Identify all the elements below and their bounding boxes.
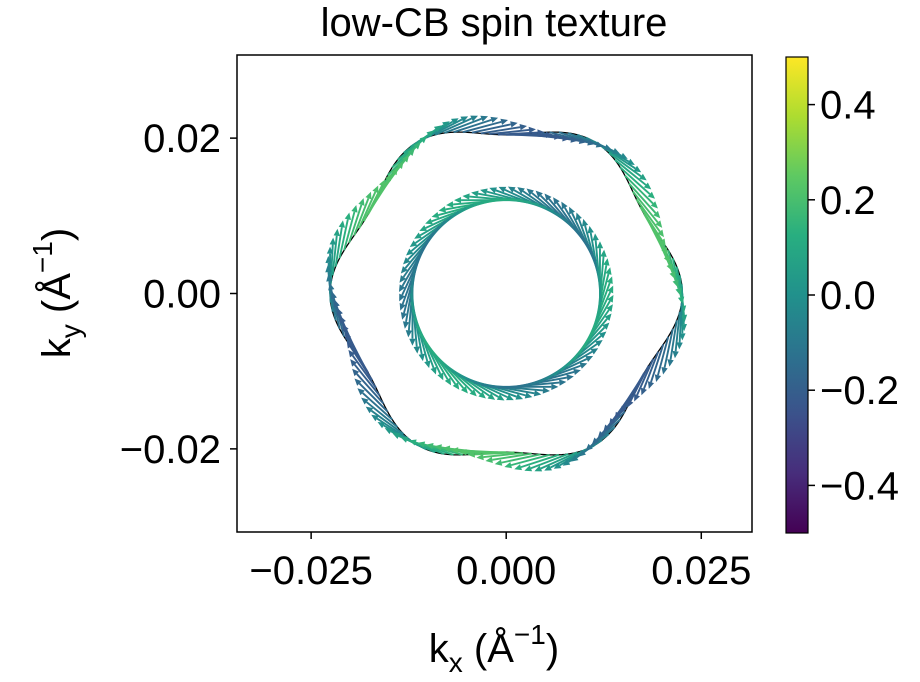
- colorbar: 0.4 0.2 0.0 −0.2 −0.4: [785, 56, 899, 534]
- spin-arrow-outer: [614, 159, 652, 190]
- y-tick-label: 0.00: [143, 273, 221, 317]
- spin-arrow-outer: [628, 182, 661, 219]
- x-tick-label: −0.025: [249, 549, 372, 593]
- plot-area: [236, 54, 753, 533]
- spin-arrow-outer: [453, 116, 499, 134]
- spin-arrow-outer: [357, 388, 393, 421]
- spin-arrow-outer: [514, 453, 560, 471]
- spin-arrow-outer: [353, 191, 372, 236]
- spin-arrow-outer: [343, 205, 358, 251]
- spin-arrow-outer: [362, 179, 386, 222]
- spin-arrow-outer: [361, 397, 399, 428]
- spin-arrow-outer: [624, 174, 658, 209]
- spin-arrow-outer: [640, 351, 660, 396]
- x-tick-label: 0.000: [456, 549, 556, 593]
- spin-arrow-outer: [338, 212, 351, 259]
- spin-arrow-outer: [331, 228, 340, 276]
- spin-arrow-outer: [639, 206, 666, 247]
- spin-arrow-outer: [434, 115, 478, 136]
- x-axis-ticks: −0.025 0.000 0.025: [249, 532, 751, 593]
- spin-arrow-outer: [672, 311, 681, 359]
- spin-arrow-outer: [534, 451, 578, 472]
- colorbar-tick-label: −0.2: [820, 369, 899, 413]
- spin-arrow-outer: [348, 349, 377, 389]
- spin-arrow-outer: [350, 359, 381, 397]
- y-axis-label: ky (Å−1): [27, 228, 86, 358]
- spin-arrow-outer: [661, 328, 674, 375]
- spin-arrow-outer: [544, 448, 587, 471]
- x-tick-label: 0.025: [651, 549, 751, 593]
- spin-arrow-outer: [497, 129, 545, 136]
- spin-arrow-outer: [485, 452, 532, 464]
- spin-arrow-outer: [634, 358, 655, 402]
- spin-arrow-outer: [346, 340, 373, 381]
- spin-arrow-outer: [354, 378, 389, 413]
- spin-arrow-outer: [635, 198, 664, 238]
- spin-arrow-outer: [443, 115, 489, 134]
- spin-arrow-outer: [676, 302, 683, 350]
- colorbar-tick-label: 0.4: [820, 84, 876, 128]
- spin-arrow-outer: [425, 116, 469, 139]
- y-axis-ticks: −0.02 0.00 0.02: [120, 117, 237, 472]
- spin-arrow-outer: [371, 414, 412, 442]
- spin-arrow-outer: [632, 190, 663, 228]
- colorbar-tick-label: 0.0: [820, 274, 876, 318]
- spin-arrow-outer: [494, 453, 541, 466]
- spin-arrow-outer: [504, 453, 550, 469]
- spin-arrow-outer: [647, 344, 665, 389]
- colorbar-gradient: [785, 56, 809, 534]
- spin-arrow-outer: [667, 320, 678, 367]
- spin-arrow-outer: [329, 237, 336, 285]
- colorbar-ticks: 0.4 0.2 0.0 −0.2 −0.4: [808, 84, 899, 508]
- spin-arrow-outer: [367, 173, 392, 215]
- spin-arrow-outer: [348, 198, 365, 243]
- spin-arrow-inner: [592, 233, 602, 302]
- y-tick-label: 0.02: [143, 117, 221, 161]
- y-tick-label: −0.02: [120, 428, 221, 472]
- colorbar-tick-label: −0.4: [820, 464, 899, 508]
- spin-arrow-outer: [620, 372, 646, 414]
- spin-arrow-outer: [471, 121, 518, 134]
- x-axis-label: kx (Å−1): [429, 619, 559, 678]
- colorbar-tick-label: 0.2: [820, 179, 876, 223]
- spin-arrow-outer: [476, 451, 524, 461]
- spin-arrow-outer: [480, 123, 527, 135]
- chart-title: low-CB spin texture: [321, 1, 668, 45]
- spin-arrow-outer: [601, 145, 642, 173]
- spin-arrow-outer: [627, 365, 650, 408]
- spin-arrow-outer: [352, 368, 385, 405]
- spin-arrow-outer: [462, 118, 509, 134]
- spin-arrows: [325, 115, 688, 472]
- spin-arrow-outer: [524, 453, 569, 472]
- spin-arrow-outer: [365, 406, 405, 435]
- spin-arrow-outer: [654, 336, 670, 382]
- spin-arrow-outer: [489, 126, 536, 136]
- spin-arrow-outer: [619, 166, 655, 199]
- spin-arrow-outer: [467, 451, 515, 458]
- spin-arrow-outer: [334, 220, 346, 267]
- spin-arrow-outer: [358, 185, 379, 229]
- spin-arrow-outer: [608, 152, 647, 181]
